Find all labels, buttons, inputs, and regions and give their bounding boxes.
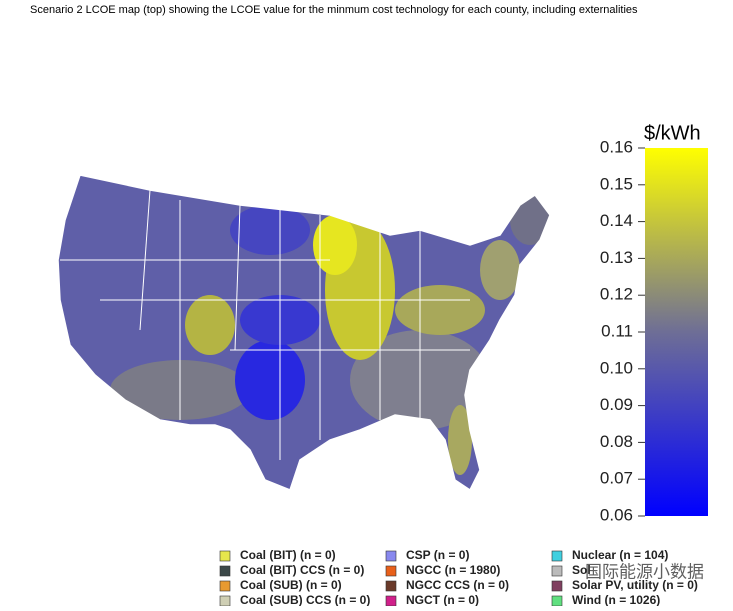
legend-swatch — [219, 580, 231, 592]
legend-label: Coal (SUB) CCS (n = 0) — [240, 593, 370, 606]
tick-label: 0.07 — [600, 469, 633, 488]
legend-swatch — [551, 565, 563, 577]
legend: Coal (BIT) (n = 0)Coal (BIT) CCS (n = 0)… — [219, 548, 698, 607]
legend-swatch — [551, 580, 563, 592]
tick-label: 0.12 — [600, 285, 633, 304]
legend-swatch — [219, 565, 231, 577]
tick-label: 0.16 — [600, 137, 633, 156]
legend-swatch — [219, 595, 231, 607]
legend-swatch — [385, 565, 397, 577]
legend-swatch — [551, 595, 563, 607]
tick-label: 0.06 — [600, 505, 633, 524]
legend-swatch — [385, 580, 397, 592]
legend-label: Wind (n = 1026) — [572, 593, 660, 606]
legend-label: Sol — [572, 563, 591, 577]
colorbar-title: $/kWh — [644, 122, 701, 144]
tick-label: 0.13 — [600, 248, 633, 267]
legend-label: Nuclear (n = 104) — [572, 548, 668, 562]
us-outline — [57, 174, 551, 492]
watermark: 国际能源小数据 — [585, 562, 704, 581]
tick-label: 0.09 — [600, 395, 633, 414]
legend-label: NGCC (n = 1980) — [406, 563, 500, 577]
legend-label: CSP (n = 0) — [406, 548, 469, 562]
colorbar — [645, 148, 708, 516]
legend-swatch — [551, 550, 563, 562]
legend-label: Solar PV, utility (n = 0) — [572, 578, 698, 592]
legend-swatch — [385, 550, 397, 562]
legend-label: Coal (BIT) (n = 0) — [240, 548, 336, 562]
tick-label: 0.14 — [600, 211, 633, 230]
legend-swatch — [219, 550, 231, 562]
us-map — [58, 175, 550, 490]
tick-label: 0.08 — [600, 432, 633, 451]
tick-label: 0.11 — [601, 321, 633, 340]
legend-label: Coal (BIT) CCS (n = 0) — [240, 563, 364, 577]
legend-label: Coal (SUB) (n = 0) — [240, 578, 342, 592]
legend-label: NGCT (n = 0) — [406, 593, 479, 606]
legend-label: NGCC CCS (n = 0) — [406, 578, 509, 592]
tick-label: 0.10 — [600, 358, 633, 377]
legend-swatch — [385, 595, 397, 607]
tick-label: 0.15 — [600, 174, 633, 193]
title: Scenario 2 LCOE map (top) showing the LC… — [30, 4, 638, 16]
